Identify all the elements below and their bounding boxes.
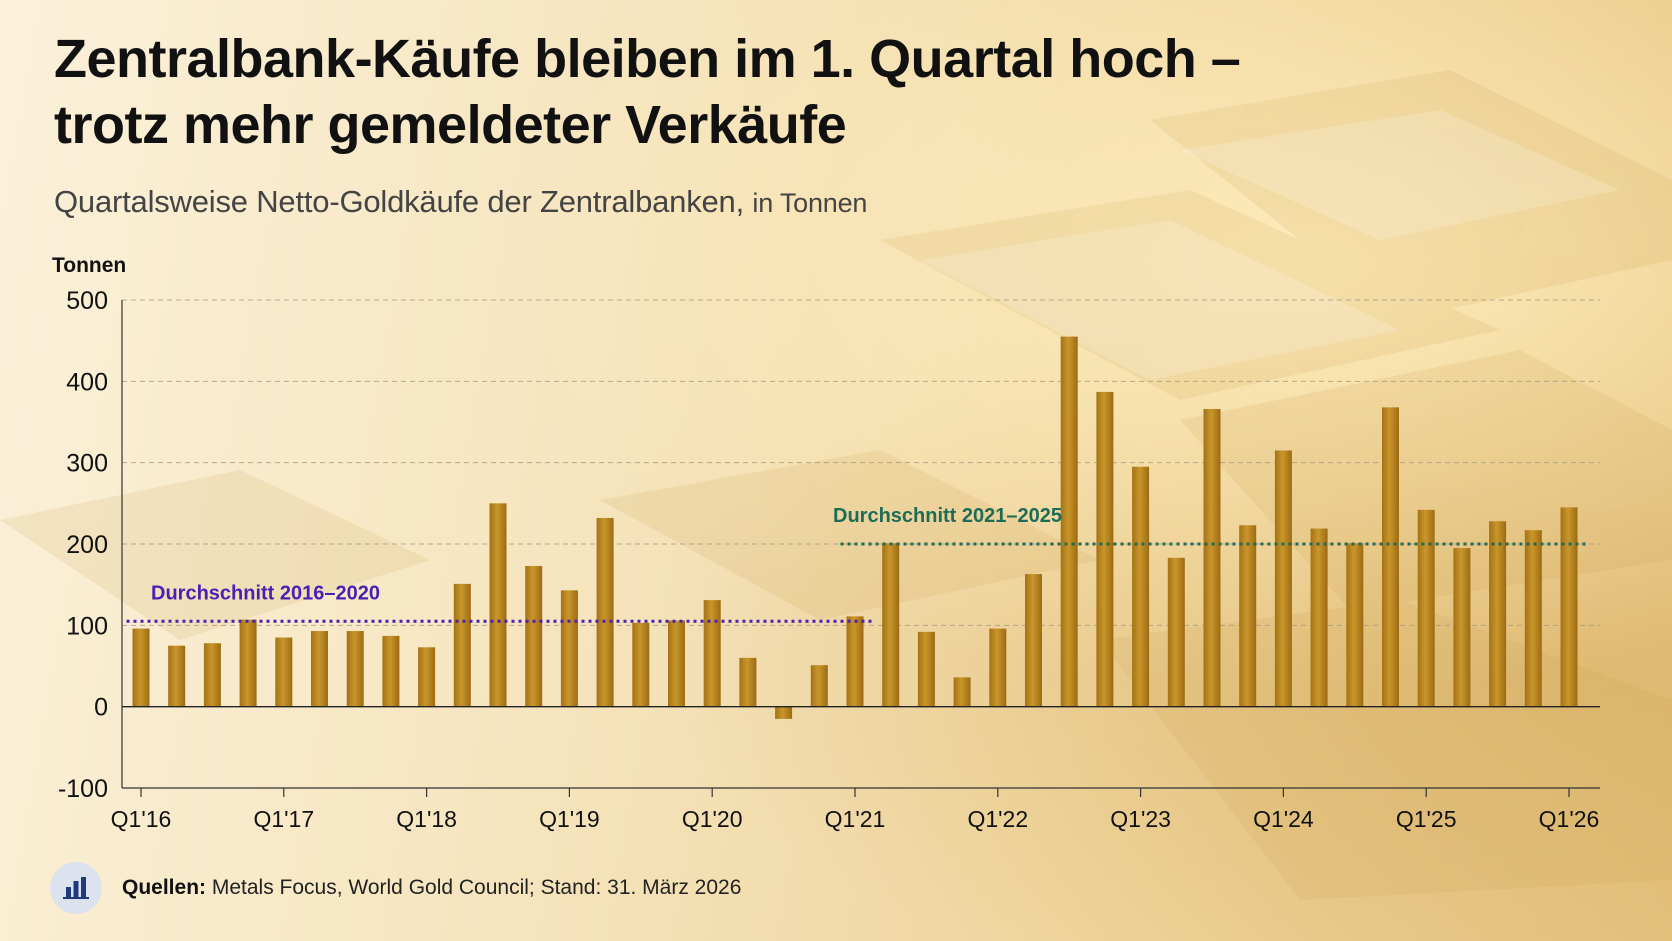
- y-axis-label: Tonnen: [52, 254, 126, 277]
- bar: [775, 706, 793, 719]
- y-tick-label: 100: [66, 612, 108, 640]
- bar: [239, 619, 257, 707]
- bar: [1417, 509, 1435, 707]
- chart-subtitle: Quartalsweise Netto-Goldkäufe der Zentra…: [54, 184, 867, 220]
- y-tick-label: 500: [66, 287, 108, 315]
- x-tick-label: Q1'16: [111, 806, 172, 832]
- bar: [1239, 525, 1257, 707]
- x-tick-label: Q1'23: [1110, 806, 1171, 832]
- bar: [1167, 557, 1185, 707]
- bar: [132, 628, 150, 707]
- bar: [560, 590, 578, 707]
- bar: [453, 583, 471, 707]
- bar: [668, 620, 685, 707]
- subtitle-text: Quartalsweise Netto-Goldkäufe der Zentra…: [54, 184, 744, 219]
- sources-label: Quellen:: [122, 876, 207, 899]
- bar: [203, 643, 221, 707]
- bar: [810, 665, 828, 707]
- y-tick-label: 400: [66, 368, 108, 396]
- bar: [1096, 391, 1114, 707]
- bar: [1132, 466, 1150, 707]
- average-label: Durchschnitt 2021–2025: [833, 505, 1062, 527]
- title-line-2: trotz mehr gemeldeter Verkäufe: [54, 95, 847, 155]
- average-label: Durchschnitt 2016–2020: [151, 582, 380, 604]
- bar: [1025, 574, 1042, 707]
- x-tick-label: Q1'20: [682, 806, 743, 832]
- axes: 500 400 300 200 100 0 -100 Tonnen Q1'16 Q1'17 Q1'1…: [52, 254, 1600, 832]
- bar: [311, 631, 328, 707]
- bar: [1382, 407, 1399, 707]
- bar: [1203, 408, 1221, 707]
- bar: [418, 647, 436, 707]
- sources-text: Metals Focus, World Gold Council; Stand:…: [211, 876, 742, 899]
- bar: [489, 503, 507, 707]
- bar: [1489, 521, 1507, 707]
- x-tick-label: Q1'26: [1539, 806, 1600, 832]
- subtitle-unit: in Tonnen: [752, 188, 868, 218]
- bar: [1310, 528, 1328, 707]
- x-tick-label: Q1'19: [539, 806, 600, 832]
- bar: [168, 645, 186, 707]
- x-tick-label: Q1'18: [396, 806, 457, 832]
- bar: [953, 677, 971, 707]
- bar: [882, 543, 900, 707]
- bar: [703, 600, 721, 707]
- bar: [1346, 543, 1364, 707]
- average-lines: Durchschnitt 2016–2020 Durchschnitt 2021–…: [126, 505, 1588, 623]
- bar: [596, 517, 614, 707]
- bar-series: [132, 336, 1578, 719]
- bar-chart-icon: [50, 862, 102, 914]
- chart-title: Zentralbank-Käufe bleiben im 1. Quartal …: [54, 26, 1434, 158]
- y-tick-label: 0: [94, 694, 108, 722]
- gridlines: [122, 299, 1600, 626]
- footer: Quellen: Metals Focus, World Gold Counci…: [50, 862, 741, 914]
- x-tick-label: Q1'22: [967, 806, 1028, 832]
- bar: [846, 616, 864, 707]
- bar: [1274, 450, 1292, 707]
- x-tick-label: Q1'24: [1253, 806, 1314, 832]
- bar: [382, 635, 400, 707]
- x-tick-label: Q1'21: [825, 806, 886, 832]
- bar: [739, 657, 757, 707]
- bar: [275, 637, 293, 707]
- sources-note: Quellen: Metals Focus, World Gold Counci…: [122, 876, 741, 900]
- bar: [346, 631, 364, 707]
- bar: [917, 631, 935, 707]
- bar: [989, 628, 1007, 707]
- bar: [1524, 530, 1542, 707]
- x-tick-label: Q1'17: [253, 806, 314, 832]
- bar: [632, 622, 650, 707]
- y-tick-label: 300: [66, 450, 108, 478]
- bar: [1453, 548, 1471, 707]
- y-tick-label: -100: [58, 775, 108, 803]
- bar: [525, 565, 543, 707]
- bar: [1060, 336, 1078, 707]
- y-tick-label: 200: [66, 531, 108, 559]
- title-line-1: Zentralbank-Käufe bleiben im 1. Quartal …: [54, 29, 1241, 89]
- bar: [1560, 507, 1578, 707]
- x-tick-label: Q1'25: [1396, 806, 1457, 832]
